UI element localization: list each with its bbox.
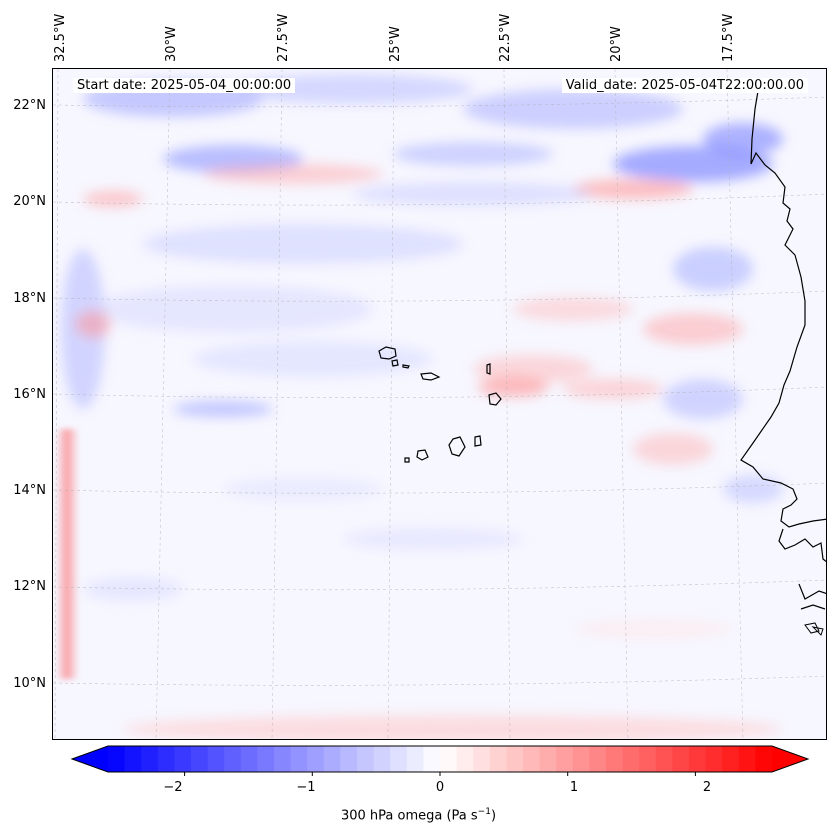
- colorbar-outline: [70, 745, 810, 773]
- africa-coastline-south: [778, 528, 826, 610]
- lon-label-22-5w: 22.5°W: [498, 13, 513, 62]
- colorbar-title-close: ): [490, 808, 497, 824]
- colorbar-cell: [440, 746, 458, 772]
- colorbar-cell: [124, 746, 142, 772]
- colorbar-cell: [390, 746, 408, 772]
- colorbar-cell: [523, 746, 541, 772]
- colorbar-cell: [473, 746, 491, 772]
- colorbar-cell: [738, 746, 756, 772]
- colorbar-title-text: 300 hPa omega (Pa s: [340, 808, 478, 824]
- lat-label-22n: 22°N: [13, 98, 46, 113]
- colorbar-cell: [755, 746, 773, 772]
- lat-label-20n: 20°N: [13, 194, 46, 209]
- colorbar-cell: [108, 746, 126, 772]
- colorbar-cell: [506, 746, 524, 772]
- colorbar-cell: [323, 746, 341, 772]
- colorbar-tick-label: −1: [296, 780, 316, 795]
- colorbar-cell: [705, 746, 723, 772]
- africa-coastline: [740, 90, 826, 528]
- colorbar-cell: [722, 746, 740, 772]
- colorbar-cell: [556, 746, 574, 772]
- lon-label-17-5w: 17.5°W: [721, 13, 736, 62]
- colorbar-title-unit-exponent: −1: [477, 807, 491, 817]
- colorbar-cell: [240, 746, 258, 772]
- omega-field-map[interactable]: [53, 69, 827, 740]
- colorbar-cell: [456, 746, 474, 772]
- lon-label-20w: 20°W: [609, 26, 624, 62]
- lon-label-27-5w: 27.5°W: [276, 13, 291, 62]
- colorbar-tick-label: 2: [702, 780, 712, 795]
- lat-label-18n: 18°N: [13, 291, 46, 306]
- start-date-label: Start date: 2025-05-04_00:00:00: [73, 78, 296, 93]
- colorbar-cell: [589, 746, 607, 772]
- colorbar-cell: [257, 746, 275, 772]
- colorbar-cell: [307, 746, 325, 772]
- colorbar-extend-max: [772, 746, 808, 772]
- colorbar-cell: [639, 746, 657, 772]
- map-panel[interactable]: Start date: 2025-05-04_00:00:00 Valid_da…: [52, 68, 827, 740]
- colorbar-extend-min: [72, 746, 108, 772]
- colorbar-cell: [606, 746, 624, 772]
- lon-label-32-5w: 32.5°W: [53, 13, 68, 62]
- colorbar-cell: [406, 746, 424, 772]
- colorbar-tick-label: 0: [435, 780, 445, 795]
- colorbar-cell: [572, 746, 590, 772]
- colorbar-cell: [423, 746, 441, 772]
- lat-label-14n: 14°N: [13, 483, 46, 498]
- colorbar-cell: [224, 746, 242, 772]
- colorbar-cell: [373, 746, 391, 772]
- colorbar-title: 300 hPa omega (Pa s−1): [0, 807, 837, 823]
- colorbar-cell: [340, 746, 358, 772]
- colorbar-cell: [274, 746, 292, 772]
- lon-label-25w: 25°W: [388, 26, 403, 62]
- colorbar-cell: [539, 746, 557, 772]
- colorbar-cell: [689, 746, 707, 772]
- lon-label-30w: 30°W: [164, 26, 179, 62]
- colorbar-cells: [72, 746, 808, 772]
- colorbar-cell: [489, 746, 507, 772]
- colorbar-cell: [191, 746, 209, 772]
- colorbar-cell: [141, 746, 159, 772]
- colorbar-tick-label: −2: [163, 780, 183, 795]
- lat-label-12n: 12°N: [13, 579, 46, 594]
- lat-label-10n: 10°N: [13, 676, 46, 691]
- valid-date-label: Valid_date: 2025-05-04T22:00:00.00: [561, 78, 808, 93]
- colorbar-cell: [174, 746, 192, 772]
- colorbar-cell: [157, 746, 175, 772]
- colorbar-cell: [357, 746, 375, 772]
- colorbar-cell: [655, 746, 673, 772]
- colorbar-cell: [672, 746, 690, 772]
- africa-coast-islands-south: [804, 622, 824, 636]
- colorbar-cell: [207, 746, 225, 772]
- colorbar-ticks: [184, 772, 696, 776]
- graticule: [53, 69, 826, 739]
- cape-verde-islands: [378, 346, 502, 463]
- omega-field-shading: [61, 74, 783, 739]
- lat-label-16n: 16°N: [13, 387, 46, 402]
- colorbar-cell: [622, 746, 640, 772]
- colorbar-cell: [290, 746, 308, 772]
- west-edge-band: [57, 429, 79, 679]
- colorbar-tick-label: 1: [569, 780, 579, 795]
